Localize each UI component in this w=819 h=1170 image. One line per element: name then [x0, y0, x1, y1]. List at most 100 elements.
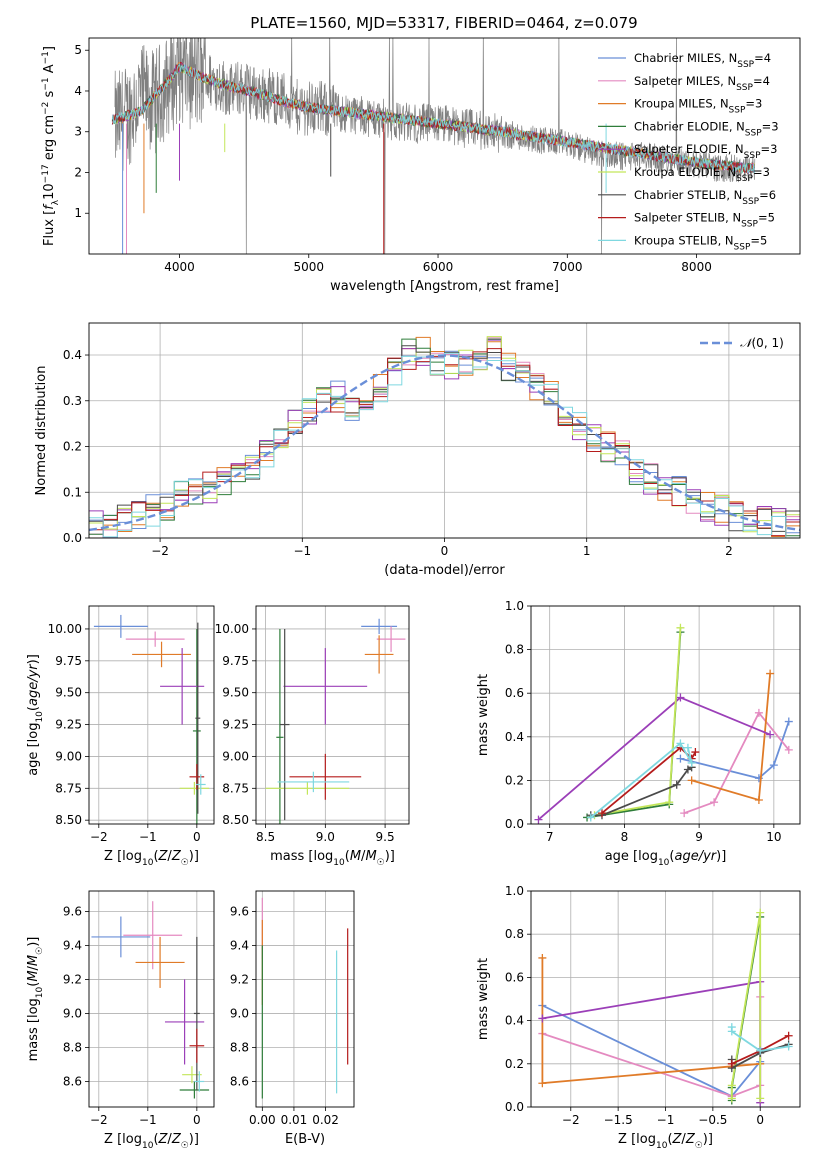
label-part: M [350, 849, 361, 864]
legend-label: Chabrier MILES, NSSP=4 [634, 51, 771, 70]
model-spectrum [111, 62, 755, 174]
y-tick-label: 0.2 [63, 440, 82, 454]
weight-marker [727, 1081, 736, 1090]
y-tick-label: 9.6 [230, 904, 249, 918]
x-tick-label: −1 [293, 544, 311, 558]
label-part: age/yr [674, 849, 717, 864]
y-tick-label: 8.50 [55, 813, 82, 827]
weight-marker [756, 1046, 765, 1055]
y-tick-label: 1.0 [505, 884, 524, 898]
label-part: −1 [41, 51, 51, 64]
label-part: SSP [742, 197, 759, 207]
plot-area [111, 38, 756, 254]
weight-marker [676, 623, 685, 632]
x-tick-label: 0.00 [249, 1113, 276, 1127]
x-tick-label: 7000 [552, 260, 583, 274]
y-tick-label: 4 [74, 84, 82, 98]
label-part: ] [42, 46, 57, 51]
x-tick-label: 10 [766, 830, 781, 844]
label-part: age [log [605, 849, 658, 864]
y-tick-label: 0.4 [63, 348, 82, 362]
label-part: SSP [734, 242, 751, 252]
x-tick-label: 9.0 [316, 830, 335, 844]
y-tick-label: 0.1 [63, 485, 82, 499]
weight-marker [727, 1059, 736, 1068]
label-part: ☉ [35, 947, 45, 955]
weight-marker [687, 776, 696, 785]
weight-marker [754, 796, 763, 805]
panel-mass-weight-vs-Z: −2 −1.5 −1 −0.5 0 0.0 0.2 0.4 0.6 0.8 1.0 Z [log10(… [476, 884, 801, 1151]
label-part: SSP [745, 128, 762, 138]
weight-marker [754, 708, 763, 717]
label-part: 10 [142, 858, 154, 868]
label-part: )] [26, 937, 41, 947]
label-part: 10 [42, 183, 57, 200]
y-tick-label: 10.00 [48, 622, 82, 636]
weight-line [542, 1004, 762, 1098]
y-tick-label: 0.8 [505, 927, 524, 941]
x-axis-label: Z [log10(Z/Z☉)] [104, 849, 199, 868]
y-tick-label: 9.2 [63, 972, 82, 986]
weight-marker [597, 809, 606, 818]
panel-mass-vs-EBV: 0.00 0.01 0.02 8.6 8.8 9.0 9.2 9.4 9.6 E(B-V) [230, 890, 355, 1147]
axes-frame [530, 605, 801, 825]
weight-marker [538, 1014, 547, 1023]
y-tick-label: 9.50 [222, 686, 249, 700]
weight-marker [769, 761, 778, 770]
x-axis-label: E(B-V) [285, 1132, 325, 1147]
y-tick-label: 0.6 [505, 970, 524, 984]
legend-label: Salpeter MILES, NSSP=4 [634, 74, 770, 93]
axes-frame [88, 890, 215, 1108]
panel-mass-vs-Z: −2 −1 08.68.89.09.29.49.6Z [log10(Z/Z☉)]ma… [26, 890, 215, 1151]
label-part: (0, 1) [752, 336, 784, 350]
y-tick-label: 3 [74, 125, 82, 139]
x-tick-label: 8.5 [256, 830, 275, 844]
label-part: ☉ [377, 858, 385, 868]
x-tick-label: −1.5 [604, 1113, 633, 1127]
weight-marker [727, 1027, 736, 1036]
weight-marker [534, 815, 543, 824]
x-tick-label: −1 [657, 1113, 675, 1127]
x-tick-label: 0.01 [281, 1113, 308, 1127]
label-part: SSP [736, 174, 753, 184]
label-part: ( [153, 1132, 158, 1147]
label-part: 10 [142, 1141, 154, 1151]
x-tick-label: 6000 [423, 260, 454, 274]
y-tick-label: 9.0 [230, 1006, 249, 1020]
x-axis-label: (data-model)/error [384, 563, 505, 578]
y-tick-label: 0.2 [505, 1057, 524, 1071]
x-tick-label: 0 [756, 1113, 764, 1127]
plot-area [89, 336, 800, 538]
label-part: s [42, 90, 57, 101]
label-part: Chabrier STELIB, N [634, 188, 742, 202]
label-part: ( [153, 849, 158, 864]
y-tick-label: 9.50 [55, 686, 82, 700]
y-tick-label: 5 [74, 43, 82, 57]
residual-histogram [89, 352, 800, 538]
y-tick-label: 0.3 [63, 394, 82, 408]
label-part: )] [189, 1132, 199, 1147]
label-part: mass [log [26, 998, 41, 1061]
y-tick-label: 9.75 [55, 654, 82, 668]
label-part: Z [171, 849, 182, 864]
x-tick-label: 5000 [293, 260, 324, 274]
legend-label: Salpeter STELIB, NSSP=5 [634, 211, 775, 230]
y-tick-label: 9.25 [55, 718, 82, 732]
x-tick-label: 0 [193, 830, 201, 844]
label-part: SSP [736, 83, 753, 93]
label-part: ( [669, 849, 674, 864]
weight-marker [538, 1079, 547, 1088]
label-part: / [681, 1132, 686, 1147]
label-part: −17 [41, 164, 51, 183]
weight-marker [676, 739, 685, 748]
weight-line [730, 912, 762, 1099]
y-tick-label: 8.50 [222, 813, 249, 827]
x-tick-label: 7 [546, 830, 554, 844]
x-tick-label: −1 [139, 830, 157, 844]
label-part: Salpeter MILES, N [634, 74, 736, 88]
label-part: −1 [41, 77, 51, 90]
y-tick-label: 8.8 [63, 1040, 82, 1054]
weight-marker [784, 1031, 793, 1040]
label-part: / [26, 965, 41, 970]
